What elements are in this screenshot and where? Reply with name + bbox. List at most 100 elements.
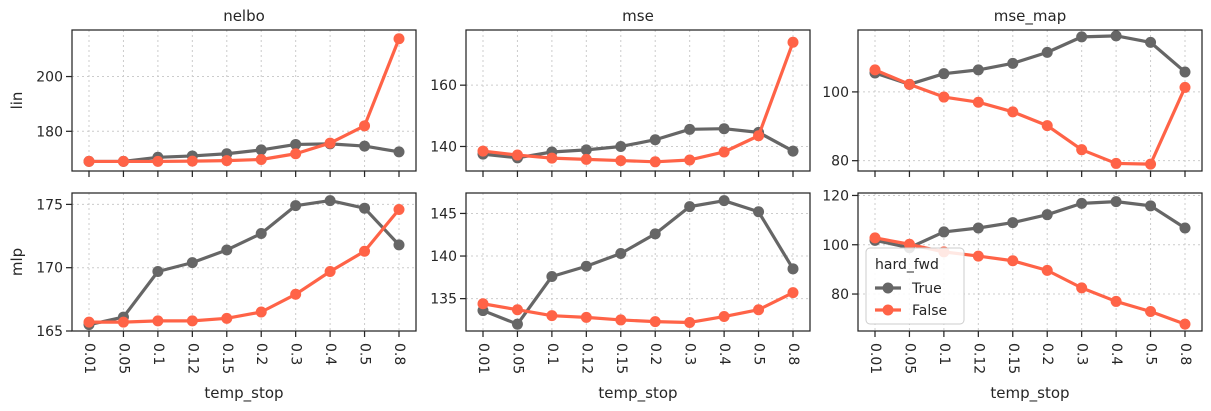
- panel-frame: [465, 29, 811, 172]
- data-point-false: [580, 153, 592, 165]
- x-tick-label: 0.4: [716, 343, 732, 365]
- series-line-true: [89, 142, 400, 164]
- panel-title: nelbo: [223, 7, 265, 25]
- x-tick-label: 0.3: [1074, 343, 1090, 365]
- series-line-false: [874, 68, 1187, 166]
- data-point-false: [753, 304, 765, 316]
- legend-title: hard_fwd: [875, 257, 939, 273]
- data-point-false: [221, 312, 233, 324]
- data-point-false: [1179, 318, 1191, 330]
- data-point-false: [393, 33, 405, 45]
- data-point-false: [1007, 106, 1019, 118]
- data-point-true: [580, 260, 592, 272]
- x-tick-label: 0.12: [184, 343, 200, 374]
- data-point-false: [83, 155, 95, 167]
- y-tick-label: 200: [36, 70, 63, 86]
- data-point-true: [938, 226, 950, 238]
- data-point-false: [477, 298, 489, 310]
- data-point-true: [1145, 200, 1157, 212]
- data-point-false: [903, 238, 915, 250]
- x-tick-label: 0.1: [544, 343, 560, 365]
- data-point-false: [615, 155, 627, 167]
- x-tick-label: 0.05: [115, 343, 131, 374]
- x-axis-title: temp_stop: [204, 384, 283, 403]
- data-point-false: [186, 315, 198, 327]
- data-point-false: [186, 155, 198, 167]
- data-point-false: [972, 250, 984, 262]
- y-tick-label: 165: [36, 324, 63, 340]
- x-tick-label: 0.4: [1108, 343, 1124, 365]
- x-tick-label: 0.15: [1005, 343, 1021, 374]
- data-point-true: [684, 201, 696, 213]
- data-point-false: [477, 145, 489, 157]
- x-tick-label: 0.3: [682, 343, 698, 365]
- data-point-false: [117, 316, 129, 328]
- x-tick-label: 0.05: [901, 343, 917, 374]
- data-point-false: [117, 155, 129, 167]
- data-point-false: [649, 316, 661, 328]
- legend-entry-true: True: [911, 281, 942, 297]
- panel-frame: [71, 192, 417, 332]
- data-point-true: [787, 145, 799, 157]
- data-point-false: [1041, 120, 1053, 132]
- series-line-false: [89, 38, 401, 164]
- y-tick-label: 140: [430, 249, 457, 265]
- panel-frame: [857, 29, 1203, 172]
- data-point-false: [152, 155, 164, 167]
- data-point-true: [152, 265, 164, 277]
- x-tick-label: 0.5: [1143, 343, 1159, 365]
- panel-nelbo-mlp: 165 170 175 0.01 0.05 0.1 0.12 0.15 0.2 0.3 0.4 0.5…: [8, 192, 417, 403]
- data-point-true: [359, 202, 371, 214]
- data-point-false: [684, 154, 696, 166]
- data-point-true: [393, 239, 405, 251]
- x-tick-label: 0.8: [785, 343, 801, 365]
- data-point-false: [753, 130, 765, 142]
- data-point-false: [1007, 255, 1019, 267]
- data-point-true: [580, 144, 592, 156]
- data-point-true: [938, 68, 950, 80]
- data-point-false: [684, 316, 696, 328]
- x-tick-label: 0.2: [1039, 343, 1055, 365]
- data-point-true: [1041, 209, 1053, 221]
- data-point-true: [1041, 46, 1053, 58]
- y-tick-label: 120: [822, 188, 849, 204]
- x-tick-label: 0.5: [751, 343, 767, 365]
- data-point-true: [615, 247, 627, 259]
- data-point-true: [324, 195, 336, 207]
- legend-entry-false: False: [912, 303, 947, 319]
- series-line-false: [89, 208, 401, 324]
- y-tick-label: 140: [430, 139, 457, 155]
- x-tick-label: 0.01: [81, 343, 97, 374]
- data-point-false: [787, 287, 799, 299]
- panel-mse-mlp: 135 140 145 0.01 0.05 0.1 0.12 0.15 0.2 0.3 0.4 0.5…: [430, 192, 811, 403]
- panel-frame: [857, 192, 1203, 332]
- data-point-false: [1145, 158, 1157, 170]
- x-tick-label: 0.15: [613, 343, 629, 374]
- data-point-false: [255, 306, 267, 318]
- y-tick-label: 80: [831, 287, 849, 303]
- data-point-false: [393, 203, 405, 215]
- data-point-false: [972, 96, 984, 108]
- data-point-true: [546, 270, 558, 282]
- data-point-true: [359, 140, 371, 152]
- panel-title: mse: [622, 7, 654, 25]
- x-tick-label: 0.2: [253, 343, 269, 365]
- data-point-true: [221, 244, 233, 256]
- data-point-true: [1007, 217, 1019, 229]
- panel-mse_map-lin: 80 100 mse_map: [822, 7, 1203, 177]
- series-line-true: [874, 34, 1187, 86]
- x-tick-label: 0.5: [357, 343, 373, 365]
- series-line-true: [88, 198, 401, 327]
- x-tick-label: 0.3: [288, 343, 304, 365]
- y-tick-label: 175: [36, 197, 63, 213]
- data-point-false: [324, 137, 336, 149]
- data-point-false: [290, 288, 302, 300]
- data-point-false: [359, 120, 371, 132]
- data-point-true: [615, 140, 627, 152]
- series-line-true: [482, 199, 795, 326]
- panel-frame: [465, 192, 811, 332]
- data-point-false: [1041, 264, 1053, 276]
- data-point-false: [324, 265, 336, 277]
- x-tick-label: 0.12: [970, 343, 986, 374]
